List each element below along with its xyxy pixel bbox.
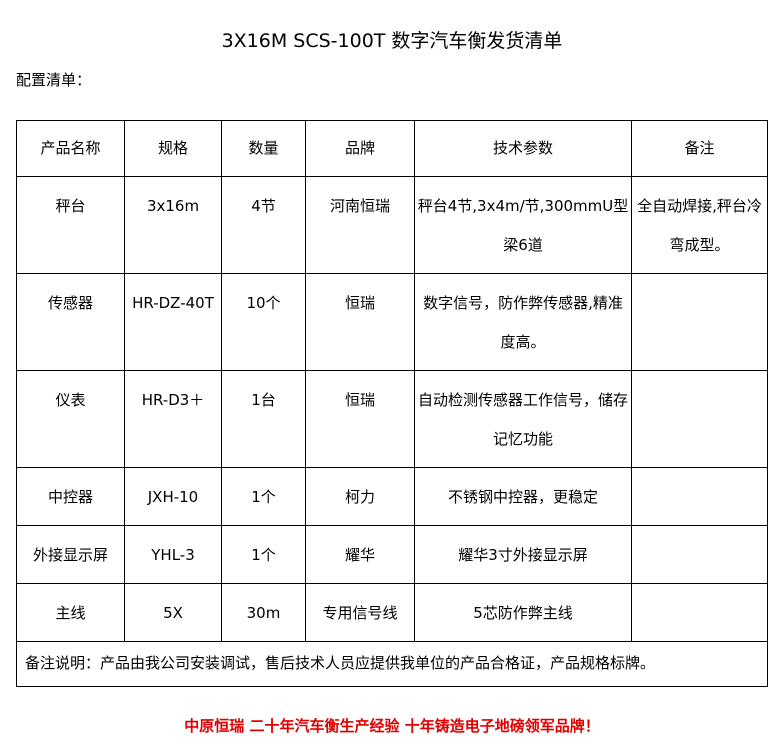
cell: 10个 <box>221 273 306 371</box>
cell: 数字信号，防作弊传感器,精准度高。 <box>414 273 632 371</box>
section-label: 配置清单： <box>16 71 92 89</box>
header-cell: 规格 <box>124 120 222 177</box>
shipping-list-table: 产品名称 规格 数量 品牌 技术参数 备注 秤台 3x16m 4节 河南恒瑞 秤… <box>16 120 768 687</box>
table-row: 中控器 JXH-10 1个 柯力 不锈钢中控器，更稳定 <box>16 467 768 526</box>
table-row: 主线 5X 30m 专用信号线 5芯防作弊主线 <box>16 583 768 642</box>
cell: 自动检测传感器工作信号，储存记忆功能 <box>414 370 632 468</box>
cell <box>631 273 768 371</box>
cell: 1台 <box>221 370 306 468</box>
cell: 5芯防作弊主线 <box>414 583 632 642</box>
header-cell: 数量 <box>221 120 306 177</box>
cell: 专用信号线 <box>305 583 415 642</box>
slogan: 中原恒瑞 二十年汽车衡生产经验 十年铸造电子地磅领军品牌！ <box>184 717 600 735</box>
header-cell: 产品名称 <box>16 120 125 177</box>
cell: 柯力 <box>305 467 415 526</box>
cell: 4节 <box>221 176 306 274</box>
cell: 30m <box>221 583 306 642</box>
note-text: 备注说明：产品由我公司安装调试，售后技术人员应提供我单位的产品合格证，产品规格标… <box>16 641 768 687</box>
cell <box>631 525 768 584</box>
cell: JXH-10 <box>124 467 222 526</box>
header-cell: 备注 <box>631 120 768 177</box>
cell: HR-DZ-40T <box>124 273 222 371</box>
table-row: 外接显示屏 YHL-3 1个 耀华 耀华3寸外接显示屏 <box>16 525 768 584</box>
page-title: 3X16M SCS-100T 数字汽车衡发货清单 <box>221 30 563 52</box>
table-row: 传感器 HR-DZ-40T 10个 恒瑞 数字信号，防作弊传感器,精准度高。 <box>16 273 768 371</box>
cell: 秤台 <box>16 176 125 274</box>
cell: 秤台4节,3x4m/节,300mmU型梁6道 <box>414 176 632 274</box>
cell: HR-D3＋ <box>124 370 222 468</box>
cell: 3x16m <box>124 176 222 274</box>
cell: 恒瑞 <box>305 273 415 371</box>
cell: 全自动焊接,秤台冷弯成型。 <box>631 176 768 274</box>
note-row: 备注说明：产品由我公司安装调试，售后技术人员应提供我单位的产品合格证，产品规格标… <box>16 641 768 687</box>
cell: 河南恒瑞 <box>305 176 415 274</box>
header-cell: 技术参数 <box>414 120 632 177</box>
table-row: 秤台 3x16m 4节 河南恒瑞 秤台4节,3x4m/节,300mmU型梁6道 … <box>16 176 768 274</box>
header-cell: 品牌 <box>305 120 415 177</box>
cell: 外接显示屏 <box>16 525 125 584</box>
cell: 耀华3寸外接显示屏 <box>414 525 632 584</box>
table-header-row: 产品名称 规格 数量 品牌 技术参数 备注 <box>16 120 768 177</box>
cell <box>631 370 768 468</box>
cell: 传感器 <box>16 273 125 371</box>
cell: 5X <box>124 583 222 642</box>
cell: 不锈钢中控器，更稳定 <box>414 467 632 526</box>
cell <box>631 467 768 526</box>
cell: 仪表 <box>16 370 125 468</box>
cell: 恒瑞 <box>305 370 415 468</box>
cell: YHL-3 <box>124 525 222 584</box>
cell: 主线 <box>16 583 125 642</box>
cell: 中控器 <box>16 467 125 526</box>
cell: 1个 <box>221 467 306 526</box>
table-row: 仪表 HR-D3＋ 1台 恒瑞 自动检测传感器工作信号，储存记忆功能 <box>16 370 768 468</box>
cell <box>631 583 768 642</box>
cell: 耀华 <box>305 525 415 584</box>
cell: 1个 <box>221 525 306 584</box>
